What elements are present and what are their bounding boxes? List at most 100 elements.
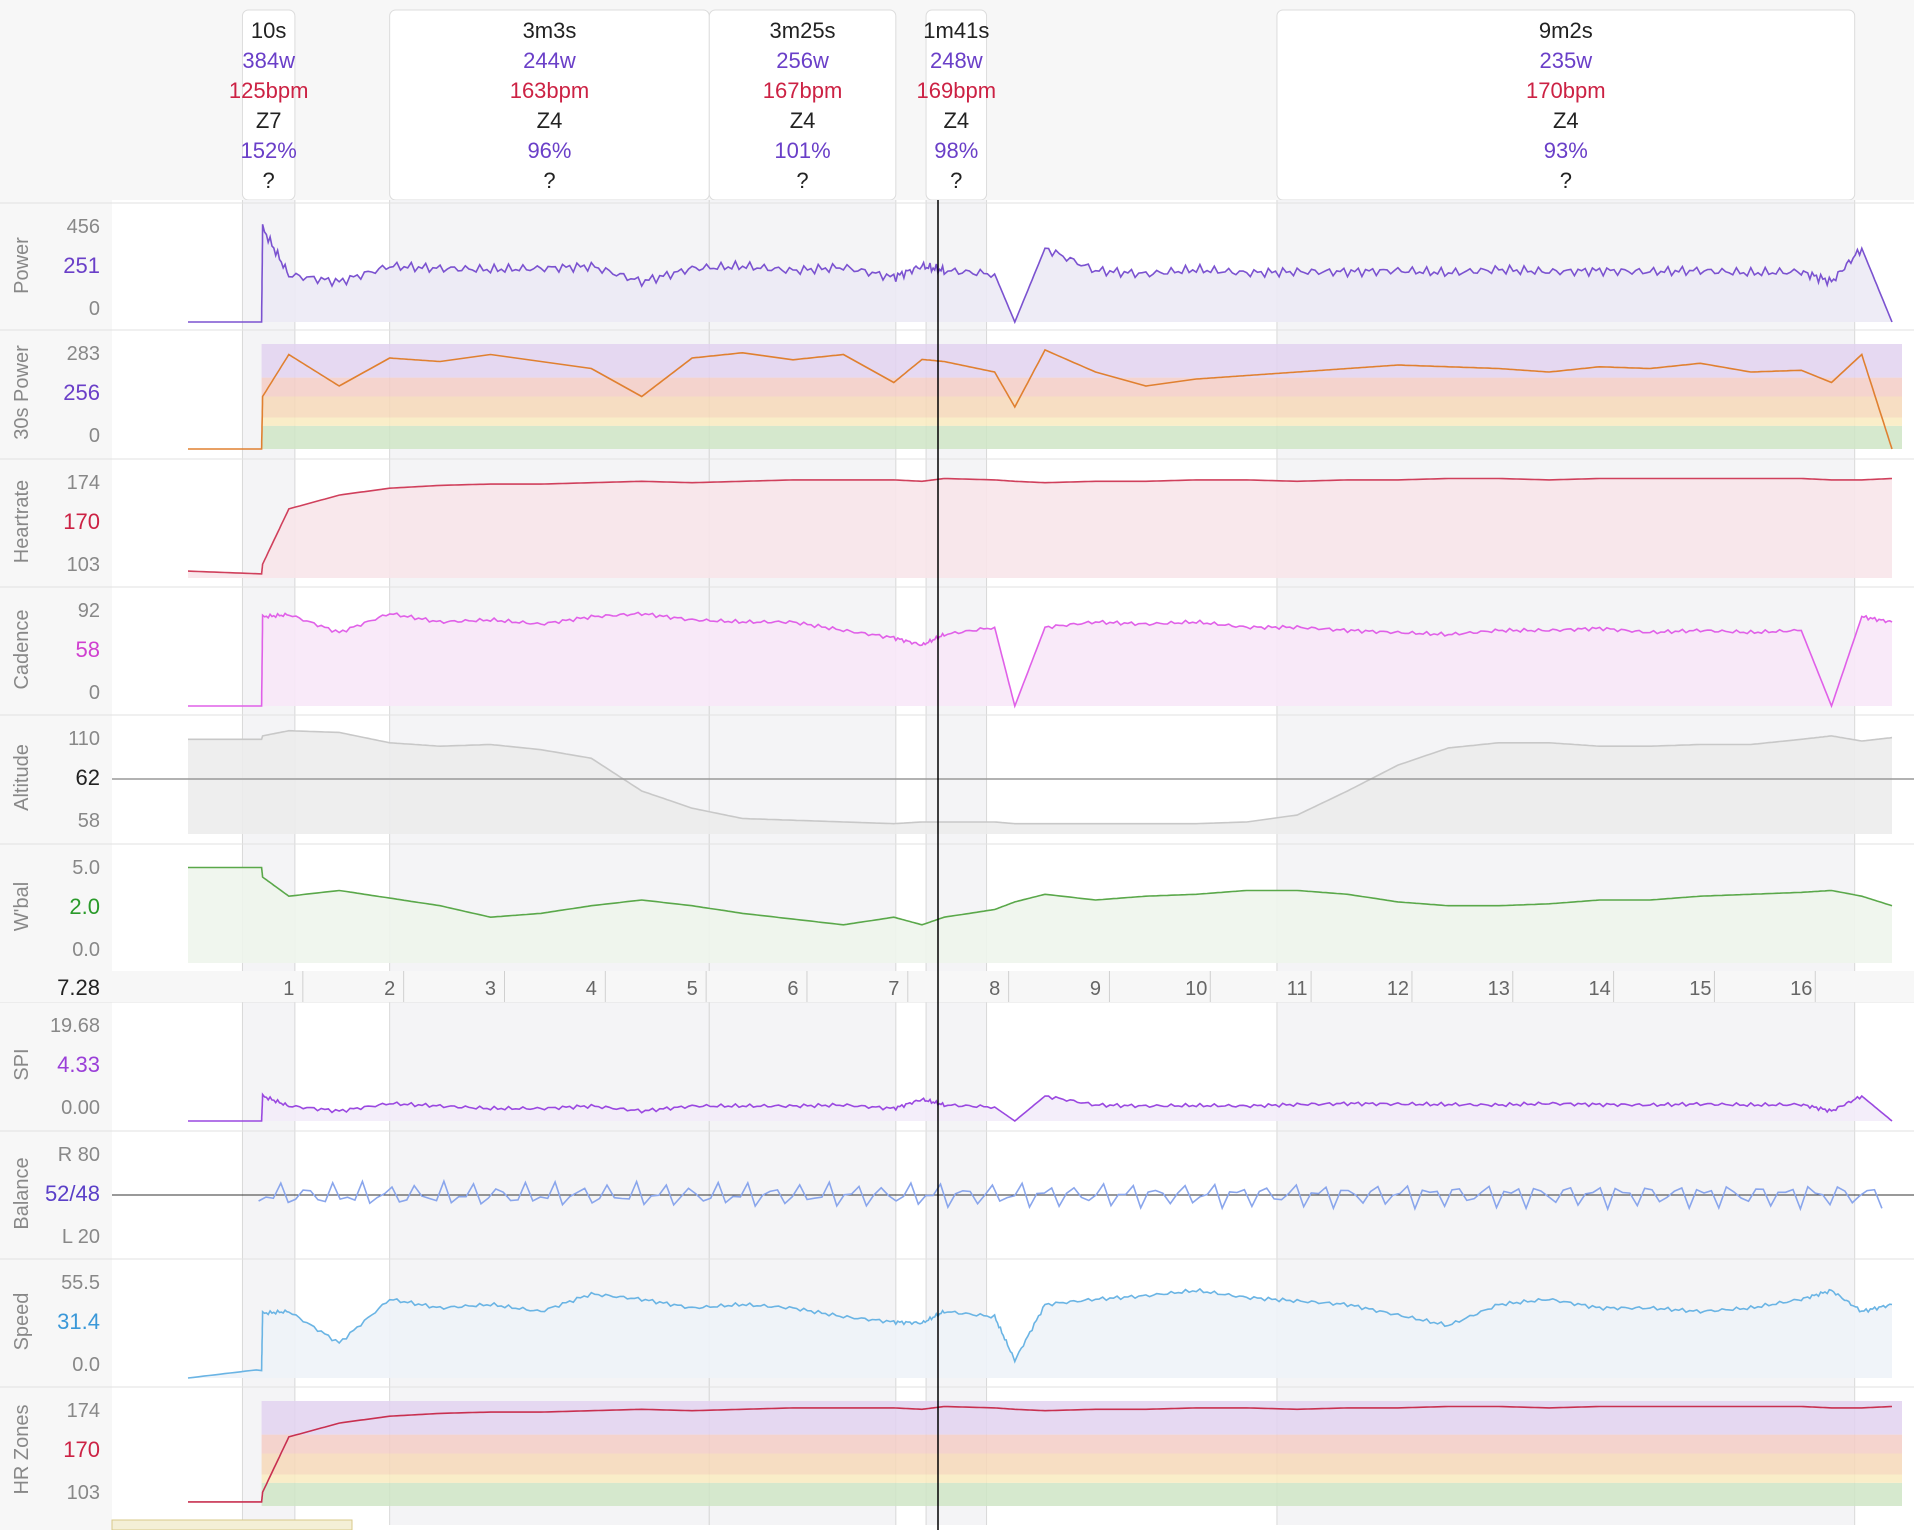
panel-label-balance: Balance	[11, 1157, 33, 1229]
interval-extra-3: ?	[950, 168, 962, 193]
distance-tick-6: 6	[787, 978, 798, 1000]
panel-tick-balance-0: R 80	[58, 1144, 100, 1166]
panel-tick-speed-1: 31.4	[57, 1309, 100, 1334]
interval-pct-2: 101%	[774, 138, 830, 163]
panel-tick-p30-2: 0	[89, 425, 100, 447]
panel-tick-altitude-2: 58	[78, 810, 100, 832]
series-area-altitude	[188, 730, 1892, 834]
panel-label-p30: 30s Power	[11, 345, 33, 440]
panel-wbal: W'bal 5.0 2.0 0.0	[0, 843, 1914, 963]
interval-extra-0: ?	[263, 168, 275, 193]
distance-tick-12: 12	[1387, 978, 1409, 1000]
panel-label-speed: Speed	[11, 1293, 33, 1351]
interval-duration-2: 3m25s	[770, 18, 836, 43]
series-line-speed	[187, 1287, 1893, 1379]
interval-pct-4: 93%	[1544, 138, 1588, 163]
series-line-spi	[188, 1092, 1893, 1123]
panel-label-wbal: W'bal	[11, 882, 33, 931]
panel-tick-p30-0: 283	[67, 343, 100, 365]
interval-power-0: 384w	[242, 48, 295, 73]
interval-zone-1: Z4	[537, 108, 563, 133]
range-selector	[111, 1519, 353, 1530]
interval-duration-1: 3m3s	[523, 18, 577, 43]
panel-tick-heartrate-2: 103	[67, 554, 100, 576]
panel-tick-cadence-1: 58	[76, 637, 100, 662]
zone-band-hrzones-0	[261, 1482, 1902, 1506]
distance-tick-3: 3	[485, 978, 496, 1000]
distance-tick-10: 10	[1185, 978, 1207, 1000]
panel-tick-wbal-0: 5.0	[72, 857, 100, 879]
interval-zone-3: Z4	[943, 108, 969, 133]
distance-tick-11: 11	[1287, 978, 1308, 1000]
interval-cards: 10s 384w 125bpm Z7 152%? 3m3s 244w 163bpm Z4 96%?…	[229, 9, 1856, 201]
interval-pct-1: 96%	[527, 138, 571, 163]
series-line-power	[188, 224, 1893, 325]
panel-tick-cadence-2: 0	[89, 682, 100, 704]
series-area-power	[188, 224, 1892, 322]
panel-altitude: Altitude 110 62 58	[0, 714, 1914, 834]
panel-p30: 30s Power 283 256 0	[0, 329, 1914, 450]
series-line-cadence	[188, 611, 1893, 709]
interval-power-4: 235w	[1540, 48, 1593, 73]
panel-tick-altitude-1: 62	[76, 765, 100, 790]
interval-power-1: 244w	[523, 48, 576, 73]
panel-tick-power-2: 0	[89, 298, 100, 320]
series-line-heartrate	[187, 477, 1893, 575]
panel-tick-speed-0: 55.5	[61, 1272, 100, 1294]
panel-heartrate: Heartrate 174 170 103	[0, 458, 1914, 578]
panel-tick-p30-1: 256	[63, 380, 100, 405]
zone-band-p30-2	[261, 396, 1902, 418]
distance-tick-15: 15	[1689, 978, 1711, 1000]
distance-tick-5: 5	[687, 978, 698, 1000]
series-area-spi	[188, 1094, 1892, 1121]
interval-extra-2: ?	[796, 168, 808, 193]
interval-extra-4: ?	[1560, 168, 1572, 193]
interval-power-2: 256w	[776, 48, 829, 73]
zone-band-p30-0	[261, 425, 1902, 449]
distance-tick-7: 7	[888, 978, 899, 1000]
interval-hr-4: 170bpm	[1526, 78, 1606, 103]
panel-hrzones: HR Zones 174 170 103	[0, 1386, 1914, 1506]
panel-label-cadence: Cadence	[11, 609, 33, 689]
interval-hr-1: 163bpm	[510, 78, 590, 103]
panel-tick-hrzones-0: 174	[67, 1400, 100, 1422]
bottom-bar	[111, 1519, 353, 1530]
panel-balance: Balance R 80 52/48 L 20	[0, 1130, 1914, 1248]
distance-tick-1: 1	[283, 978, 294, 1000]
interval-hr-3: 169bpm	[917, 78, 997, 103]
zone-band-p30-4	[261, 344, 1902, 378]
distance-tick-2: 2	[384, 978, 395, 1000]
balance-line	[258, 1178, 1883, 1212]
distance-axis: 7.28 1 2 3 4 5 6 7 8 9 10 11 12 13 14 15 16	[0, 971, 1914, 1002]
panel-tick-spi-1: 4.33	[57, 1052, 100, 1077]
zone-band-hrzones-1	[261, 1474, 1902, 1483]
interval-duration-3: 1m41s	[923, 18, 989, 43]
axis-strip	[0, 971, 1914, 1002]
panel-label-altitude: Altitude	[11, 744, 33, 811]
zone-band-p30-3	[261, 377, 1902, 397]
interval-zone-2: Z4	[790, 108, 816, 133]
panel-tick-wbal-2: 0.0	[72, 939, 100, 961]
distance-tick-14: 14	[1588, 978, 1610, 1000]
distance-tick-16: 16	[1790, 978, 1812, 1000]
distance-tick-9: 9	[1090, 978, 1101, 1000]
panel-tick-cadence-0: 92	[78, 600, 100, 622]
interval-duration-4: 9m2s	[1539, 18, 1593, 43]
interval-hr-2: 167bpm	[763, 78, 843, 103]
zone-band-p30-1	[261, 417, 1902, 426]
interval-zone-4: Z4	[1553, 108, 1579, 133]
panel-tick-hrzones-1: 170	[63, 1437, 100, 1462]
interval-extra-1: ?	[543, 168, 555, 193]
series-area-heartrate	[188, 478, 1892, 578]
panel-cadence: Cadence 92 58 0	[0, 586, 1914, 709]
distance-tick-13: 13	[1488, 978, 1510, 1000]
panel-tick-heartrate-0: 174	[67, 472, 100, 494]
interval-power-3: 248w	[930, 48, 983, 73]
panel-tick-spi-2: 0.00	[61, 1097, 100, 1119]
panel-tick-wbal-1: 2.0	[69, 894, 100, 919]
series-line-wbal	[188, 866, 1893, 926]
series-area-speed	[188, 1288, 1892, 1378]
distance-tick-8: 8	[989, 978, 1000, 1000]
